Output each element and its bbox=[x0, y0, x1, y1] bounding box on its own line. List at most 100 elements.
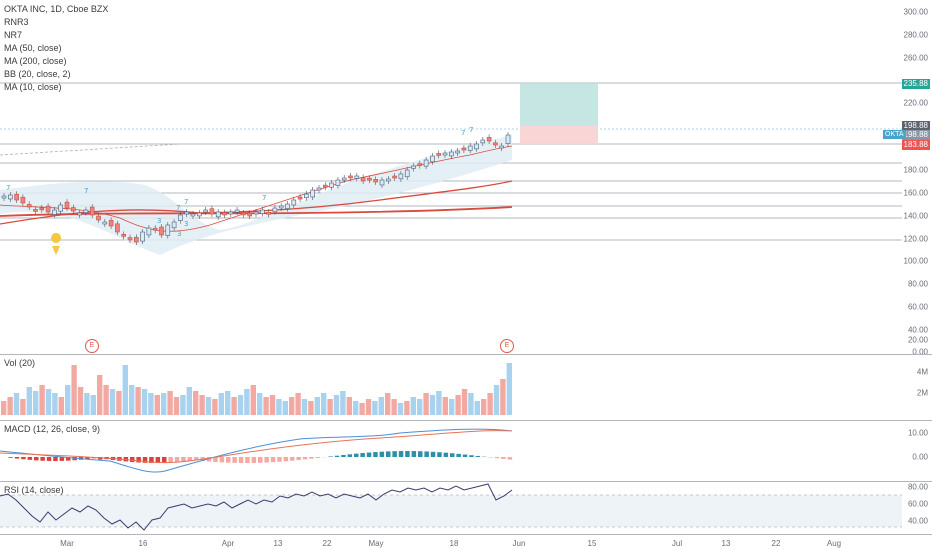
candle bbox=[486, 137, 492, 142]
macd-bar bbox=[507, 457, 513, 460]
candle bbox=[455, 150, 460, 154]
volume-bar bbox=[455, 395, 461, 415]
price-tick: 100.00 bbox=[903, 256, 928, 266]
macd-bar bbox=[360, 453, 365, 457]
macd-bar bbox=[386, 451, 391, 457]
volume-bar bbox=[314, 397, 320, 415]
candle bbox=[304, 193, 309, 199]
candle bbox=[392, 175, 397, 179]
macd-bar bbox=[398, 451, 404, 457]
indicator-ma200[interactable]: MA (200, close) bbox=[4, 56, 67, 66]
indicator-rnr3[interactable]: RNR3 bbox=[4, 17, 29, 27]
macd-bar bbox=[85, 457, 90, 460]
volume-bar bbox=[321, 393, 327, 415]
volume-bar bbox=[218, 393, 224, 415]
earnings-marker-1[interactable]: E bbox=[85, 339, 99, 353]
volume-bar bbox=[301, 399, 308, 415]
macd-bar bbox=[187, 457, 193, 461]
volume-bar bbox=[487, 393, 493, 415]
volume-bar bbox=[90, 395, 96, 415]
indicator-ma50[interactable]: MA (50, close) bbox=[4, 43, 62, 53]
rsi-pane[interactable]: RSI (14, close) 80.00 60.00 40.00 bbox=[0, 482, 932, 534]
candle bbox=[385, 178, 391, 182]
candle bbox=[467, 145, 473, 151]
candle bbox=[379, 179, 385, 186]
macd-line bbox=[0, 428, 513, 473]
candle bbox=[64, 201, 70, 209]
rsi-title[interactable]: RSI (14, close) bbox=[4, 485, 64, 495]
macd-axis: 10.00 0.00 bbox=[902, 421, 932, 481]
macd-bar bbox=[27, 457, 33, 460]
candle bbox=[360, 177, 366, 182]
candle bbox=[209, 208, 215, 215]
volume-chart[interactable] bbox=[0, 355, 902, 420]
svg-text:3: 3 bbox=[157, 217, 161, 225]
time-tick: 18 bbox=[449, 539, 459, 548]
bollinger-band bbox=[0, 135, 512, 255]
volume-bar bbox=[244, 389, 250, 415]
candle bbox=[102, 221, 108, 225]
volume-pane[interactable]: Vol (20) 4M 2M bbox=[0, 355, 932, 420]
time-tick: 16 bbox=[138, 539, 148, 548]
macd-bar bbox=[315, 457, 321, 458]
time-tick: 13 bbox=[721, 539, 731, 548]
earnings-marker-2[interactable]: E bbox=[500, 339, 514, 353]
volume-bar bbox=[372, 401, 378, 415]
candle bbox=[26, 204, 32, 208]
candle bbox=[278, 205, 284, 209]
volume-bar bbox=[193, 391, 199, 415]
pane-separator[interactable] bbox=[0, 420, 932, 421]
time-axis[interactable]: Mar 16 Apr 13 22 May 18 Jun 15 Jul 13 22… bbox=[0, 535, 932, 550]
position-qty-tag[interactable]: OKTA bbox=[883, 130, 906, 139]
volume-bar bbox=[205, 397, 212, 415]
macd-bar bbox=[366, 452, 372, 457]
candle bbox=[505, 134, 511, 144]
volume-bar bbox=[340, 391, 346, 415]
macd-pane[interactable]: MACD (12, 26, close, 9) 10.00 0.00 bbox=[0, 421, 932, 481]
volume-bar bbox=[167, 391, 173, 415]
indicator-bb[interactable]: BB (20, close, 2) bbox=[4, 69, 71, 79]
volume-bar bbox=[148, 393, 154, 415]
volume-bar bbox=[308, 401, 314, 415]
price-tick: 180.00 bbox=[903, 165, 928, 175]
candle bbox=[14, 193, 19, 201]
candle bbox=[404, 169, 410, 178]
volume-bar bbox=[237, 395, 244, 415]
volume-bar bbox=[135, 387, 141, 415]
volume-bar bbox=[103, 385, 109, 415]
candle bbox=[146, 227, 152, 236]
price-tick: 60.00 bbox=[907, 302, 928, 312]
indicator-ma10[interactable]: MA (10, close) bbox=[4, 82, 62, 92]
candle bbox=[184, 211, 189, 215]
volume-bar bbox=[161, 393, 167, 415]
macd-chart[interactable] bbox=[0, 421, 902, 481]
svg-text:7: 7 bbox=[84, 187, 88, 195]
volume-bar bbox=[429, 395, 436, 415]
symbol-title[interactable]: OKTA INC, 1D, Cboe BZX bbox=[4, 4, 109, 14]
macd-bar bbox=[149, 457, 154, 463]
macd-bar bbox=[283, 457, 289, 462]
macd-bar bbox=[494, 457, 500, 459]
indicator-nr7[interactable]: NR7 bbox=[4, 30, 23, 40]
price-tick: 40.00 bbox=[907, 325, 928, 335]
macd-bar bbox=[405, 451, 410, 457]
price-tick: 0.00 bbox=[912, 347, 928, 357]
volume-bar bbox=[449, 399, 455, 415]
candle bbox=[354, 175, 360, 179]
pane-separator[interactable] bbox=[0, 354, 932, 355]
macd-bar bbox=[226, 457, 231, 463]
volume-bar bbox=[109, 389, 116, 415]
macd-bar bbox=[341, 454, 346, 457]
volume-title[interactable]: Vol (20) bbox=[4, 358, 36, 368]
price-pane[interactable]: OKTA INC, 1D, Cboe BZX RNR3 NR7 MA (50, … bbox=[0, 0, 932, 357]
pane-separator[interactable] bbox=[0, 481, 932, 482]
rsi-chart[interactable] bbox=[0, 482, 902, 534]
macd-bar bbox=[21, 457, 26, 460]
time-tick: Jul bbox=[671, 539, 683, 548]
price-axis[interactable]: 300.00 280.00 260.00 220.00 180.00 160.0… bbox=[901, 0, 932, 357]
time-tick: 22 bbox=[322, 539, 332, 548]
macd-title[interactable]: MACD (12, 26, close, 9) bbox=[4, 424, 101, 434]
candle bbox=[335, 179, 341, 186]
